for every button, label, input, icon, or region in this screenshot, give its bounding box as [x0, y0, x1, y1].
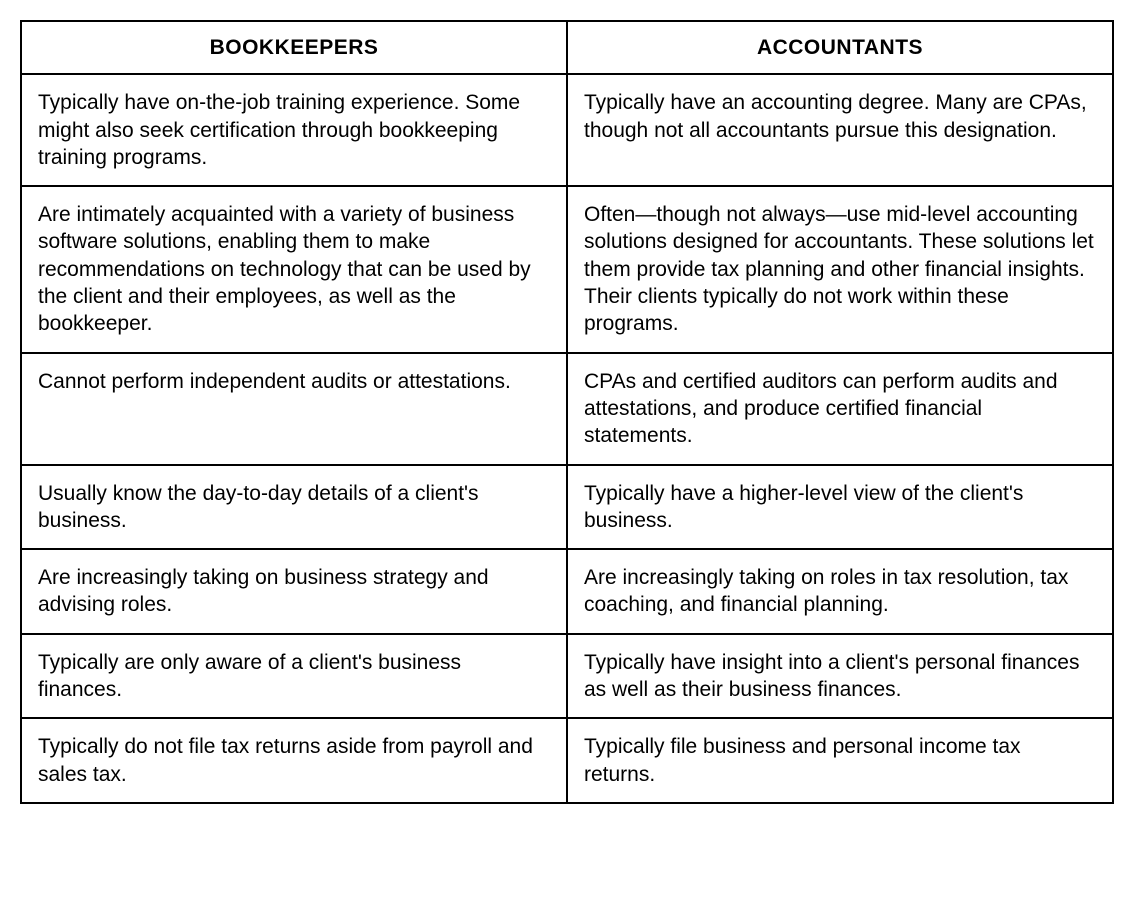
accountant-cell: Typically have an accounting degree. Man… [567, 74, 1113, 186]
table-row: Typically are only aware of a client's b… [21, 634, 1113, 719]
column-header-bookkeepers: BOOKKEEPERS [21, 21, 567, 74]
accountant-cell: CPAs and certified auditors can perform … [567, 353, 1113, 465]
table-header-row: BOOKKEEPERS ACCOUNTANTS [21, 21, 1113, 74]
bookkeeper-cell: Usually know the day-to-day details of a… [21, 465, 567, 550]
table-row: Are intimately acquainted with a variety… [21, 186, 1113, 352]
bookkeeper-cell: Typically do not file tax returns aside … [21, 718, 567, 803]
table-row: Are increasingly taking on business stra… [21, 549, 1113, 634]
accountant-cell: Typically have insight into a client's p… [567, 634, 1113, 719]
accountant-cell: Often—though not always—use mid-level ac… [567, 186, 1113, 352]
bookkeeper-cell: Typically are only aware of a client's b… [21, 634, 567, 719]
accountant-cell: Typically file business and personal inc… [567, 718, 1113, 803]
table-row: Cannot perform independent audits or att… [21, 353, 1113, 465]
column-header-accountants: ACCOUNTANTS [567, 21, 1113, 74]
bookkeeper-cell: Cannot perform independent audits or att… [21, 353, 567, 465]
accountant-cell: Are increasingly taking on roles in tax … [567, 549, 1113, 634]
table-row: Typically do not file tax returns aside … [21, 718, 1113, 803]
table-row: Typically have on-the-job training exper… [21, 74, 1113, 186]
bookkeeper-cell: Are increasingly taking on business stra… [21, 549, 567, 634]
bookkeeper-cell: Typically have on-the-job training exper… [21, 74, 567, 186]
bookkeeper-cell: Are intimately acquainted with a variety… [21, 186, 567, 352]
accountant-cell: Typically have a higher-level view of th… [567, 465, 1113, 550]
comparison-table: BOOKKEEPERS ACCOUNTANTS Typically have o… [20, 20, 1114, 804]
table-row: Usually know the day-to-day details of a… [21, 465, 1113, 550]
